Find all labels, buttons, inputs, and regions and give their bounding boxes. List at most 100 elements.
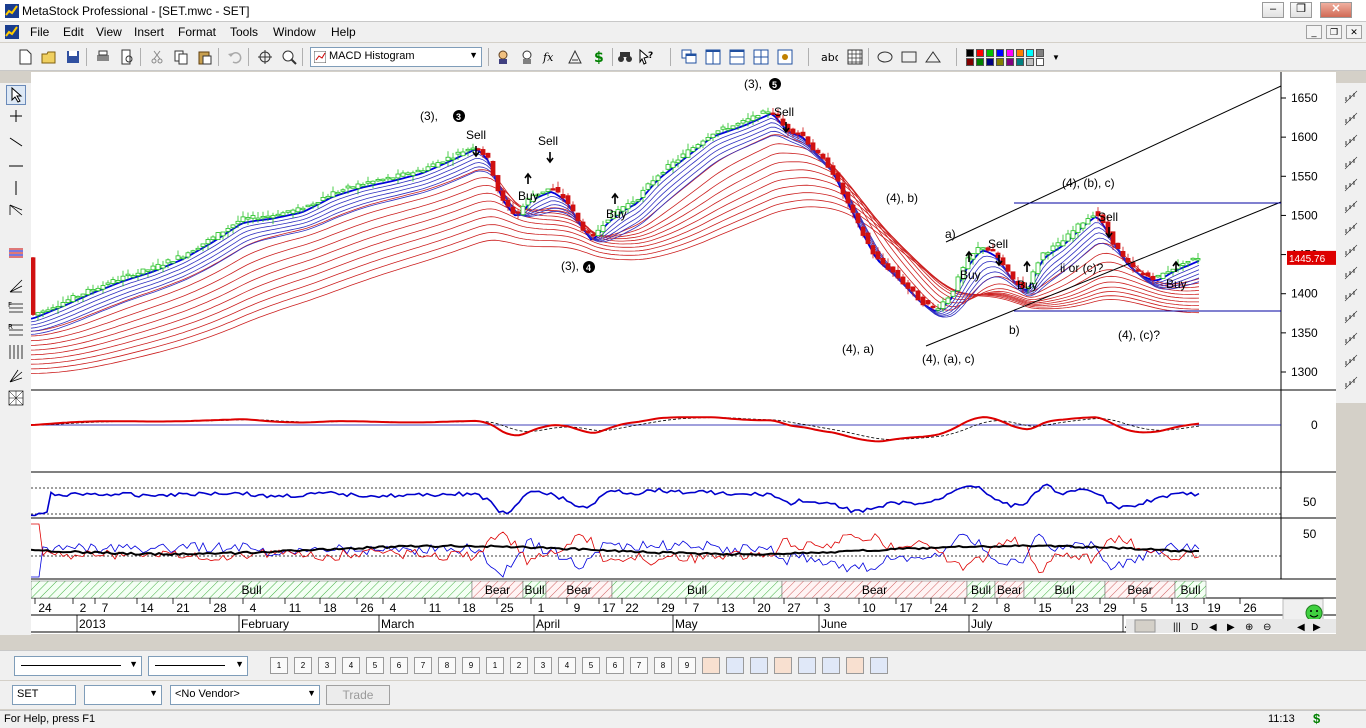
- scroll-control-icon[interactable]: ▶: [1227, 622, 1235, 633]
- symbol-field[interactable]: SET: [12, 685, 76, 705]
- scroll-control-icon[interactable]: |||: [1173, 622, 1181, 633]
- timeframe-button[interactable]: 8: [438, 657, 456, 674]
- menu-help[interactable]: Help: [331, 25, 356, 39]
- line-style-select[interactable]: ▼: [14, 656, 142, 676]
- window-icon-5[interactable]: [798, 657, 816, 674]
- candlevolume-icon[interactable]: [1343, 287, 1359, 303]
- color-swatch[interactable]: [1026, 49, 1034, 57]
- scroll-arrow-icon[interactable]: ◀: [1297, 622, 1305, 633]
- kagi-chart-icon[interactable]: [1343, 199, 1359, 215]
- color-swatch[interactable]: [1016, 49, 1024, 57]
- document-icon[interactable]: [4, 24, 20, 40]
- timeframe-button[interactable]: 2: [510, 657, 528, 674]
- menu-file[interactable]: File: [30, 25, 50, 39]
- restore-button[interactable]: ❐: [1290, 2, 1312, 18]
- timeframe-button[interactable]: 8: [654, 657, 672, 674]
- window-icon-6[interactable]: [822, 657, 840, 674]
- semilog-icon[interactable]: [1343, 353, 1359, 369]
- ellipse-icon[interactable]: [876, 48, 894, 66]
- speed-lines-tool-icon[interactable]: [6, 201, 26, 221]
- window-icon-8[interactable]: [870, 657, 888, 674]
- text-tool-icon[interactable]: abc: [820, 48, 838, 66]
- pointer-tool-icon[interactable]: [6, 85, 26, 105]
- save-icon[interactable]: [64, 48, 82, 66]
- binoculars-icon[interactable]: [616, 48, 634, 66]
- timeframe-button[interactable]: 1: [270, 657, 288, 674]
- paste-icon[interactable]: [196, 48, 214, 66]
- color-swatch[interactable]: [976, 49, 984, 57]
- triangle-icon[interactable]: [924, 48, 942, 66]
- timeframe-button[interactable]: 4: [558, 657, 576, 674]
- scroll-thumb[interactable]: [1134, 619, 1156, 633]
- menu-window[interactable]: Window: [273, 25, 316, 39]
- cut-icon[interactable]: [148, 48, 166, 66]
- scroll-control-icon[interactable]: ⊕: [1245, 622, 1253, 633]
- scroll-arrow-icon[interactable]: ▶: [1313, 622, 1321, 633]
- color-swatch[interactable]: [1016, 58, 1024, 66]
- gann-fan-tool-icon[interactable]: [6, 277, 26, 297]
- three-line-break-icon[interactable]: [1343, 243, 1359, 259]
- window-icon-4[interactable]: [774, 657, 792, 674]
- price-chart[interactable]: 165016001550150014501400135013001445.760…: [31, 72, 1336, 634]
- copy-icon[interactable]: [172, 48, 190, 66]
- window-icon-1[interactable]: [702, 657, 720, 674]
- crosshair-icon[interactable]: [256, 48, 274, 66]
- pattern-tool-icon[interactable]: [6, 389, 26, 409]
- color-swatch[interactable]: [996, 49, 1004, 57]
- equivolume-icon[interactable]: [1343, 265, 1359, 281]
- trade-button[interactable]: Trade: [326, 685, 390, 705]
- menu-view[interactable]: View: [96, 25, 122, 39]
- dollar-icon[interactable]: $: [590, 48, 608, 66]
- timeframe-button[interactable]: 5: [582, 657, 600, 674]
- color-swatch[interactable]: [1036, 49, 1044, 57]
- window-icon-3[interactable]: [750, 657, 768, 674]
- trendline-tool-icon[interactable]: [6, 133, 26, 153]
- window-icon-2[interactable]: [726, 657, 744, 674]
- timeframe-button[interactable]: 2: [294, 657, 312, 674]
- line-chart-icon[interactable]: [1343, 133, 1359, 149]
- fibonacci-fan-tool-icon[interactable]: F: [6, 299, 26, 319]
- percent-scale-icon[interactable]: [1343, 309, 1359, 325]
- expert-advisor-icon[interactable]: [494, 48, 512, 66]
- timeframe-button[interactable]: 4: [342, 657, 360, 674]
- timeframe-button[interactable]: 5: [366, 657, 384, 674]
- timeframe-button[interactable]: 1: [486, 657, 504, 674]
- timeframe-button[interactable]: 3: [534, 657, 552, 674]
- color-swatch[interactable]: [986, 58, 994, 66]
- color-swatch[interactable]: [1026, 58, 1034, 66]
- ohlc-chart-icon[interactable]: [1343, 155, 1359, 171]
- tile-horizontal-icon[interactable]: [728, 48, 746, 66]
- color-swatch[interactable]: [1006, 49, 1014, 57]
- color-swatch[interactable]: [986, 49, 994, 57]
- color-swatch[interactable]: [1006, 58, 1014, 66]
- horizontal-line-tool-icon[interactable]: [6, 157, 26, 177]
- mdi-restore-button[interactable]: ❐: [1326, 25, 1342, 39]
- line-weight-select[interactable]: ▼: [148, 656, 248, 676]
- color-swatch[interactable]: [966, 49, 974, 57]
- menu-format[interactable]: Format: [178, 25, 217, 39]
- undo-icon[interactable]: [226, 48, 244, 66]
- color-swatch[interactable]: [966, 58, 974, 66]
- timeframe-button[interactable]: 9: [678, 657, 696, 674]
- retracement-tool-icon[interactable]: R: [6, 321, 26, 341]
- rectangle-icon[interactable]: [900, 48, 918, 66]
- scroll-control-icon[interactable]: D: [1191, 622, 1198, 633]
- timeframe-button[interactable]: 7: [414, 657, 432, 674]
- menu-insert[interactable]: Insert: [134, 25, 165, 39]
- formula-icon[interactable]: fx: [542, 48, 560, 66]
- system-tester-icon[interactable]: [566, 48, 584, 66]
- log-scale-icon[interactable]: [1343, 331, 1359, 347]
- period-select[interactable]: ▼: [84, 685, 162, 705]
- point-figure-icon[interactable]: [1343, 177, 1359, 193]
- vertical-line-tool-icon[interactable]: [6, 179, 26, 199]
- color-palette[interactable]: [966, 49, 1050, 67]
- mdi-minimize-button[interactable]: _: [1306, 25, 1322, 39]
- indicator-select[interactable]: MACD Histogram ▼: [310, 47, 482, 67]
- menu-tools[interactable]: Tools: [230, 25, 259, 39]
- help-pointer-icon[interactable]: ?: [638, 48, 656, 66]
- timeframe-button[interactable]: 9: [462, 657, 480, 674]
- cycle-lines-tool-icon[interactable]: [6, 343, 26, 363]
- open-icon[interactable]: [40, 48, 58, 66]
- fibonacci-tool-icon[interactable]: [6, 245, 26, 265]
- menu-edit[interactable]: Edit: [63, 25, 84, 39]
